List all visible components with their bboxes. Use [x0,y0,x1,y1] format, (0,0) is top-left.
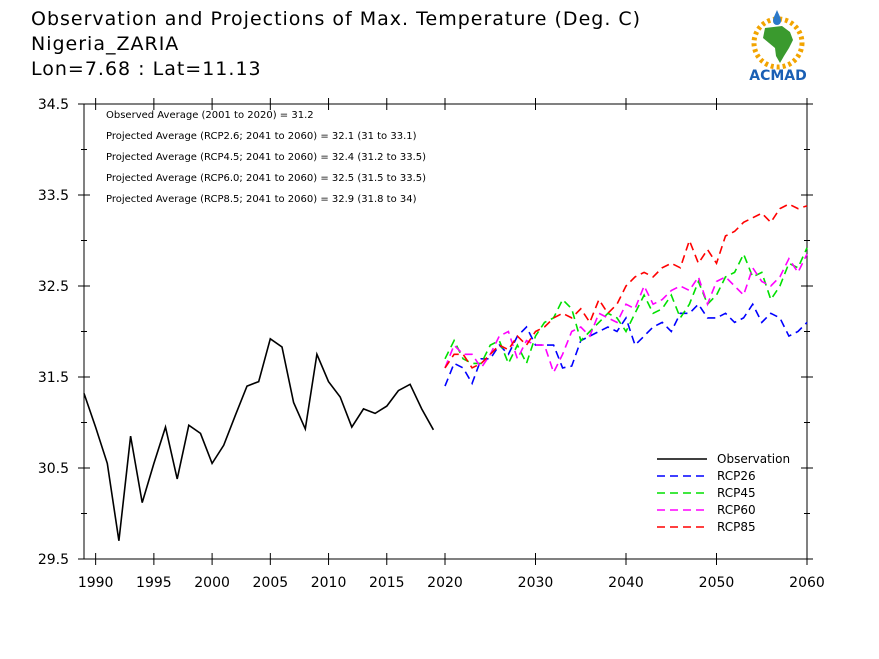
legend-label: Observation [717,452,790,466]
x-tick-label: 2040 [608,575,644,591]
series-layer [83,203,808,541]
y-tick-label: 29.5 [38,552,69,568]
legend-label: RCP85 [717,520,756,534]
legend-label: RCP60 [717,503,756,517]
y-axis-labels: 29.5 30.5 31.5 32.5 33.5 34.5 [38,97,69,568]
chart-title: Observation and Projections of Max. Temp… [31,8,642,30]
y-tick-label: 34.5 [38,97,69,113]
annotation-line: Projected Average (RCP4.5; 2041 to 2060)… [106,152,426,163]
x-tick-label: 2030 [518,575,554,591]
x-tick-label: 1995 [136,575,172,591]
series-line-rcp26 [444,302,808,387]
y-tick-label: 30.5 [38,461,69,477]
x-tick-label: 2005 [253,575,289,591]
africa-map-logo-icon: ACMAD [749,10,807,84]
annotations: Observed Average (2001 to 2020) = 31.2 Pr… [106,110,426,205]
legend-label: RCP26 [717,469,756,483]
annotation-line: Projected Average (RCP6.0; 2041 to 2060)… [106,173,426,184]
x-tick-label: 2050 [699,575,735,591]
annotation-line: Observed Average (2001 to 2020) = 31.2 [106,110,314,121]
x-tick-label: 2060 [789,575,825,591]
x-tick-label: 1990 [78,575,114,591]
y-tick-label: 31.5 [38,370,69,386]
x-tick-label: 2020 [427,575,463,591]
acmad-logo: ACMAD [735,8,821,84]
x-tick-label: 2010 [311,575,347,591]
series-line-observation [83,337,435,541]
coords-label: Lon=7.68 : Lat=11.13 [31,58,262,80]
legend-label: RCP45 [717,486,756,500]
logo-text: ACMAD [749,68,807,84]
series-line-rcp85 [444,203,808,369]
y-tick-label: 33.5 [38,188,69,204]
series-line-rcp45 [444,247,808,366]
annotation-line: Projected Average (RCP2.6; 2041 to 2060)… [106,131,417,142]
annotation-line: Projected Average (RCP8.5; 2041 to 2060)… [106,194,417,205]
axis-ticks [78,98,813,565]
x-tick-label: 2015 [369,575,405,591]
y-tick-label: 32.5 [38,279,69,295]
x-axis-labels: 1990 1995 2000 2005 2010 2015 2020 2030 2040 2050… [78,575,825,591]
legend: Observation RCP26 RCP45 RCP60 RCP85 [657,452,790,534]
location-label: Nigeria_ZARIA [31,33,180,55]
x-tick-label: 2000 [194,575,230,591]
series-line-rcp60 [444,253,808,375]
